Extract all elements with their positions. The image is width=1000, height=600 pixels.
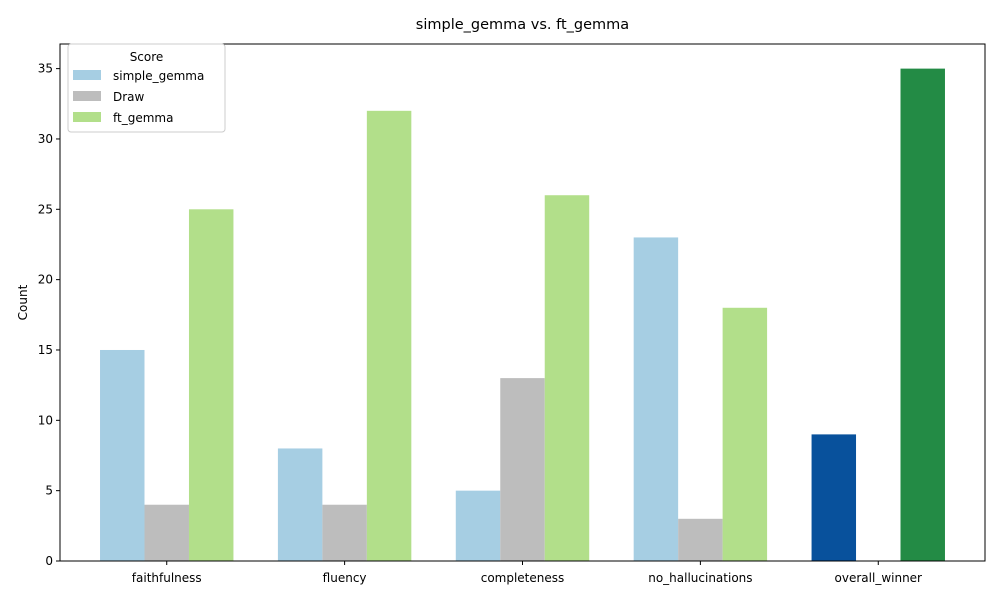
bar-overall_winner-ft_gemma [900, 68, 945, 562]
y-tick-label: 15 [38, 343, 53, 357]
bar-completeness-draw [500, 378, 545, 561]
y-tick-label: 35 [38, 62, 53, 76]
bar-overall_winner-simple_gemma [811, 434, 857, 561]
x-tick-label-completeness: completeness [481, 571, 565, 585]
y-tick-label: 10 [38, 413, 53, 427]
x-tick-label-overall_winner: overall_winner [835, 571, 923, 585]
legend-title: Score [130, 50, 164, 64]
x-tick-label-faithfulness: faithfulness [132, 571, 202, 585]
bar-fluency-draw [322, 504, 367, 561]
x-tick-label-no_hallucinations: no_hallucinations [648, 571, 752, 585]
y-tick-label: 5 [45, 484, 53, 498]
legend-label-draw: Draw [113, 90, 145, 104]
y-axis-ticks: 0 5 10 15 20 25 30 35 [38, 62, 60, 568]
x-axis-ticks: faithfulness fluency completeness no_halluc… [132, 561, 922, 585]
bar-faithfulness-simple_gemma [100, 349, 145, 561]
legend: Score simple_gemma Draw ft_gemma [67, 43, 226, 133]
bar-faithfulness-ft_gemma [188, 209, 234, 562]
y-tick-label: 20 [38, 273, 53, 287]
legend-label-simple_gemma: simple_gemma [113, 69, 204, 83]
bar-no_hallucinations-draw [678, 518, 723, 561]
bars-layer [100, 68, 945, 562]
legend-swatch-simple_gemma [73, 70, 101, 80]
legend-box [67, 43, 226, 133]
bar-faithfulness-draw [144, 504, 189, 561]
y-tick-label: 0 [45, 554, 53, 568]
bar-fluency-ft_gemma [366, 110, 412, 561]
legend-swatch-ft_gemma [73, 112, 101, 122]
x-tick-label-fluency: fluency [323, 571, 367, 585]
legend-items: simple_gemma Draw ft_gemma [73, 69, 204, 125]
y-tick-label: 25 [38, 202, 53, 216]
y-tick-label: 30 [38, 132, 53, 146]
chart-title: simple_gemma vs. ft_gemma [416, 17, 629, 33]
legend-label-ft_gemma: ft_gemma [113, 111, 173, 125]
bar-no_hallucinations-simple_gemma [633, 237, 679, 561]
legend-swatch-draw [73, 91, 101, 101]
bar-completeness-simple_gemma [455, 490, 501, 561]
y-axis-label: Count [16, 284, 30, 320]
bar-completeness-ft_gemma [544, 195, 590, 562]
bar-no_hallucinations-ft_gemma [722, 307, 768, 561]
bar-fluency-simple_gemma [277, 448, 323, 561]
